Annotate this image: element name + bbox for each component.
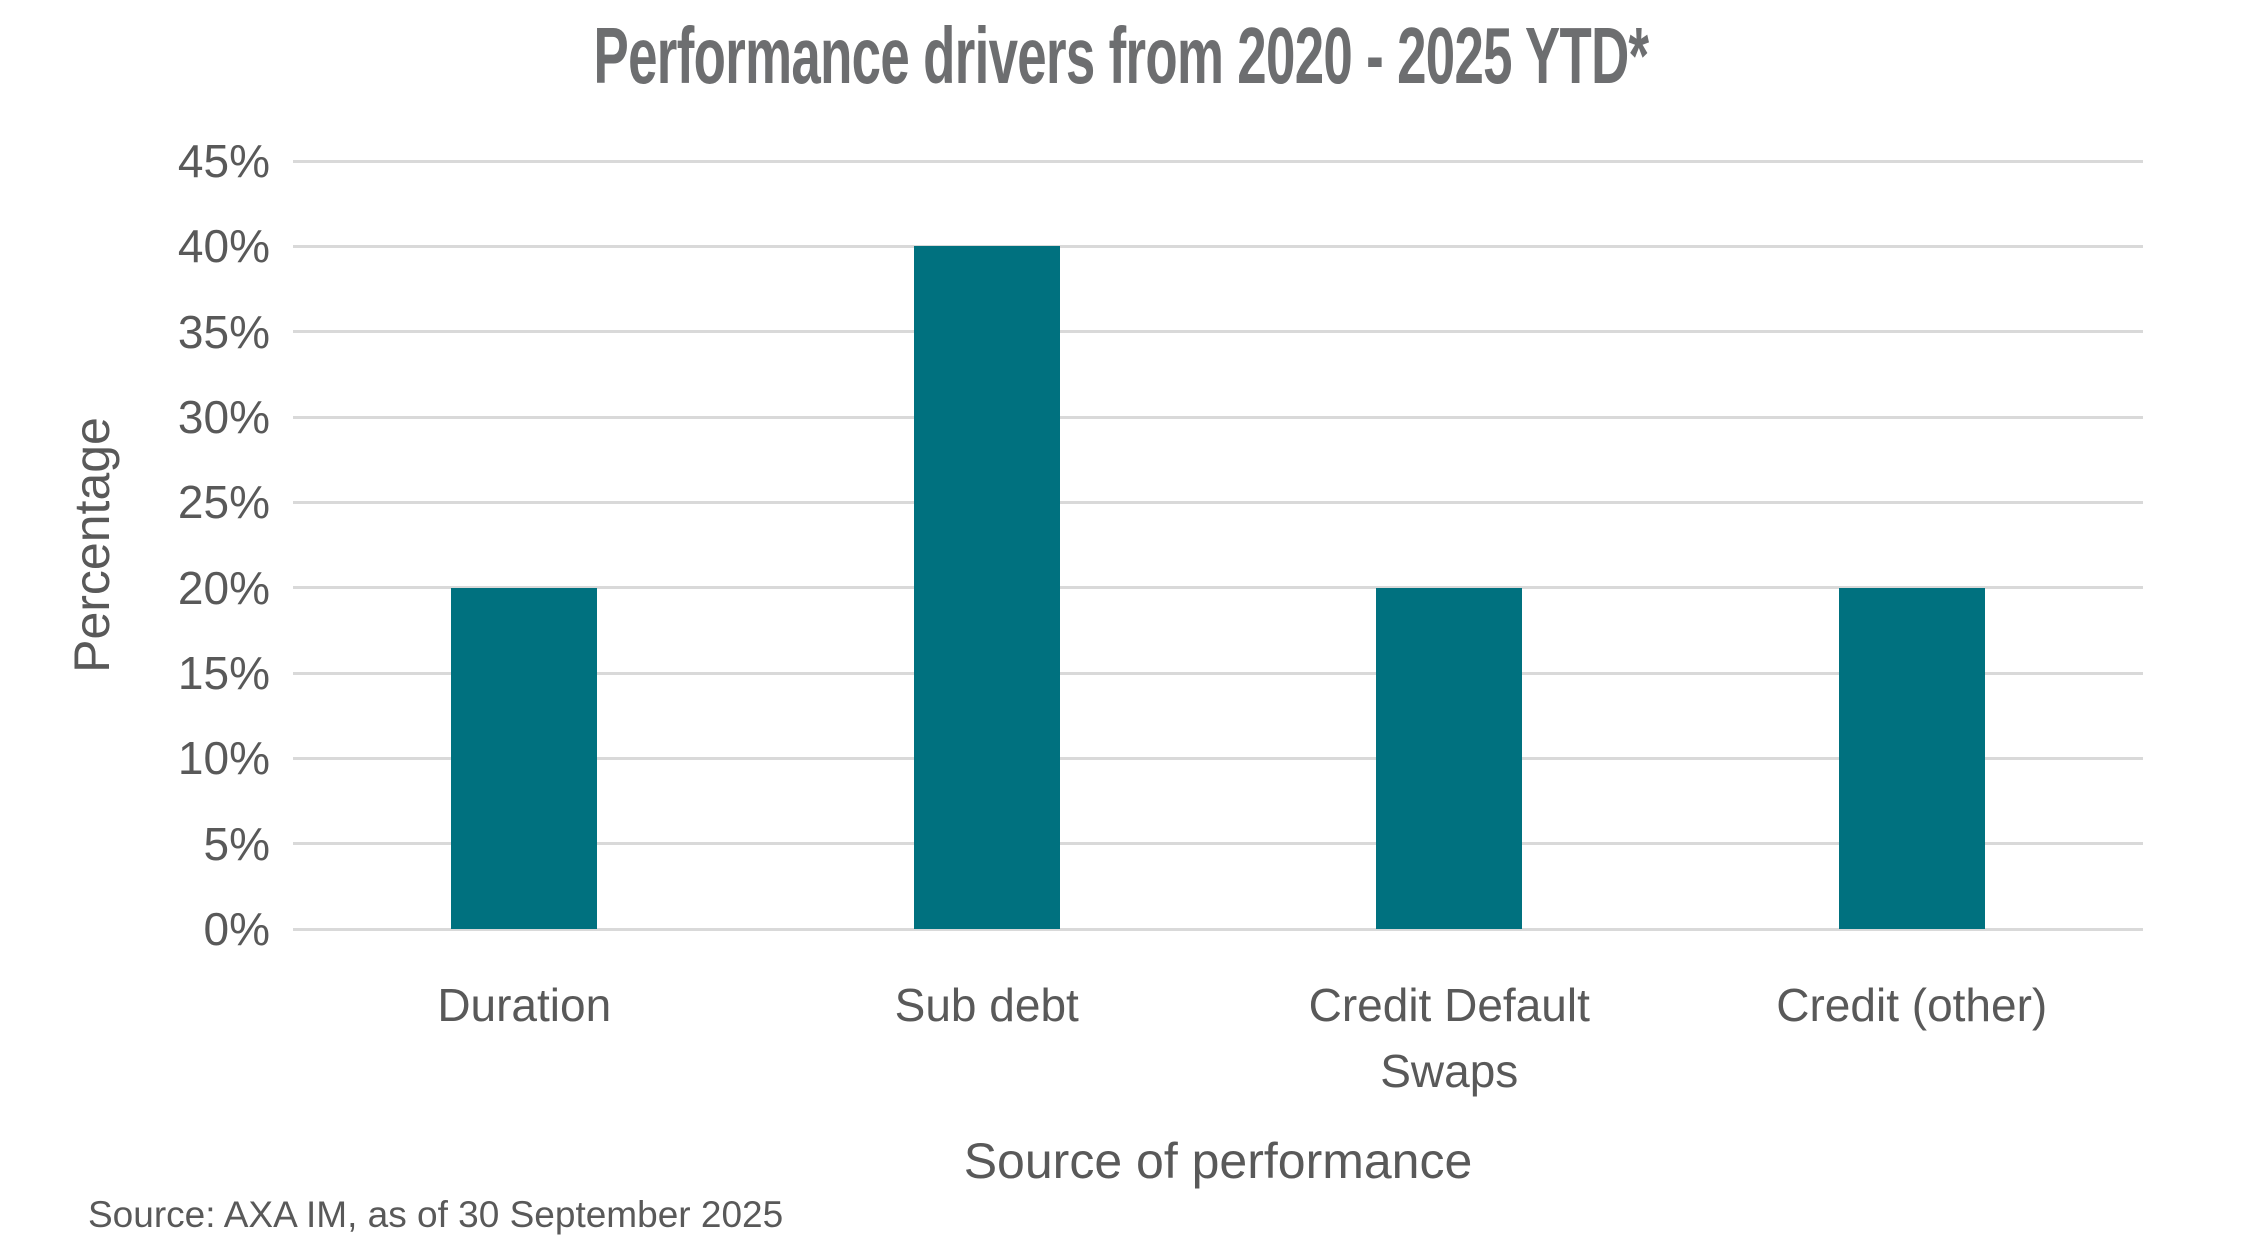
gridline: [293, 671, 2143, 675]
gridline: [293, 842, 2143, 846]
bar-sub-debt: [913, 246, 1060, 929]
gridline: [293, 500, 2143, 504]
gridline: [293, 159, 2143, 163]
x-category-label-text: Sub debt: [894, 979, 1079, 1031]
gridline: [293, 756, 2143, 760]
gridline: [293, 244, 2143, 248]
bar-credit-default-swaps: [1376, 587, 1523, 929]
x-category-label-text: Credit Default Swaps: [1308, 979, 1590, 1097]
y-axis-title: Percentage: [64, 417, 120, 673]
y-tick-label: 40%: [177, 220, 270, 273]
x-category-label-duration: Duration: [293, 972, 756, 1038]
gridline: [293, 415, 2143, 419]
x-category-label-text: Duration: [437, 979, 612, 1031]
bar-duration: [451, 587, 598, 929]
x-category-label-text: Credit (other): [1776, 979, 2048, 1031]
gridline: [293, 586, 2143, 590]
gridline: [293, 927, 2143, 931]
x-axis-title: Source of performance: [963, 1133, 1473, 1189]
bar-credit-other: [1838, 587, 1985, 929]
x-category-label-credit-other: Credit (other): [1681, 972, 2144, 1038]
y-tick-label: 15%: [177, 647, 270, 699]
y-tick-label: 25%: [177, 476, 270, 529]
y-tick-label: 30%: [177, 391, 270, 443]
chart-title: Performance drivers from 2020 - 2025 YTD…: [593, 11, 1650, 100]
y-tick-label: 0%: [203, 903, 270, 955]
y-tick-label: 45%: [177, 135, 270, 187]
y-tick-label: 10%: [177, 732, 270, 785]
y-tick-label: 35%: [177, 305, 270, 358]
gridline: [293, 330, 2143, 334]
y-tick-label: 20%: [177, 561, 270, 614]
x-category-label-credit-default-swaps: Credit Default Swaps: [1218, 972, 1681, 1104]
y-tick-label: 5%: [203, 817, 270, 870]
source-note: Source: AXA IM, as of 30 September 2025: [88, 1194, 784, 1235]
x-category-label-sub-debt: Sub debt: [756, 972, 1219, 1038]
